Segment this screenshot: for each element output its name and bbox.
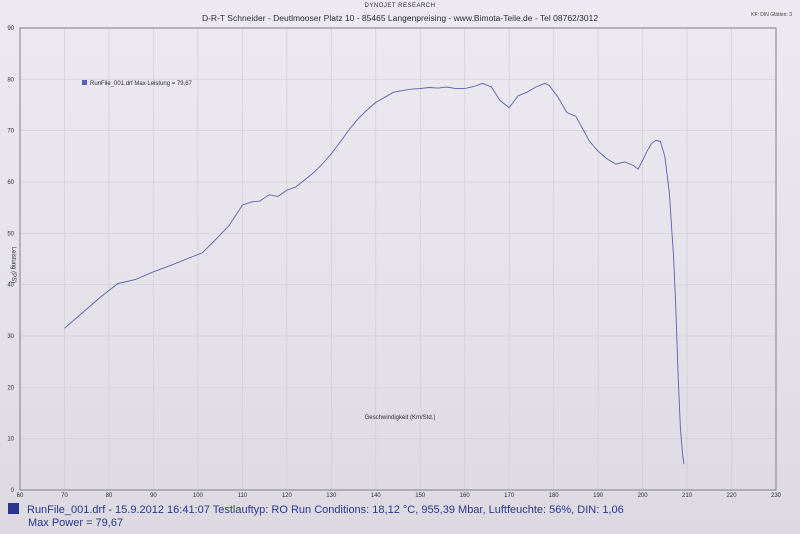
- plot-border: [19, 27, 777, 491]
- x-tick-label: 210: [682, 493, 693, 499]
- y-tick-label: 60: [7, 180, 14, 186]
- y-axis-label: Leistung (PS): [10, 247, 16, 283]
- y-tick-label: 0: [11, 488, 15, 494]
- y-tick-label: 10: [7, 437, 14, 443]
- run-info-line: RunFile_001.drf - 15.9.2012 16:41:07 Tes…: [8, 503, 624, 516]
- series-line-max-leistung: [64, 82, 685, 465]
- y-tick-label: 20: [7, 385, 14, 391]
- run-footer: RunFile_001.drf - 15.9.2012 16:41:07 Tes…: [0, 500, 800, 534]
- x-tick-label: 140: [371, 493, 382, 499]
- x-tick-label: 60: [17, 493, 24, 499]
- x-tick-label: 90: [150, 493, 157, 499]
- x-axis-label: Geschwindigkeit (Km/Std.): [365, 415, 436, 421]
- x-tick-label: 150: [415, 493, 426, 499]
- x-tick-labels: 60 70 80 90 100 110 120 130 140 150 160 170 180 190 20…: [17, 493, 782, 499]
- settings-corner-note: KF: DIN Glätten: 3: [751, 12, 792, 18]
- x-tick-label: 100: [193, 493, 204, 499]
- x-tick-label: 110: [238, 493, 248, 499]
- x-tick-label: 200: [638, 493, 649, 499]
- x-tick-label: 180: [549, 493, 560, 499]
- y-tick-label: 90: [7, 26, 14, 32]
- x-tick-label: 130: [326, 493, 337, 499]
- company-address-header: D-R-T Schneider - Deutlmooser Platz 10 -…: [201, 13, 599, 23]
- y-tick-label: 70: [7, 129, 14, 135]
- y-tick-label: 50: [7, 231, 14, 237]
- y-tick-labels: 0 10 20 30 40 50 60 70 80 90: [7, 26, 14, 494]
- max-power-line: Max Power = 79,67: [28, 517, 124, 529]
- x-tick-label: 160: [460, 493, 471, 499]
- research-header: DYNOJET RESEARCH: [364, 3, 436, 9]
- run-marker-icon: [8, 503, 19, 514]
- run-info-text: RunFile_001.drf - 15.9.2012 16:41:07 Tes…: [27, 504, 624, 516]
- x-tick-label: 80: [106, 493, 113, 499]
- x-tick-label: 120: [282, 493, 293, 499]
- x-tick-label: 230: [771, 493, 782, 499]
- legend-label: RunFile_001.drf Max Leistung = 79,67: [90, 81, 193, 87]
- y-tick-label: 80: [7, 77, 14, 83]
- y-tick-label: 30: [7, 334, 14, 340]
- legend-swatch: [82, 80, 87, 85]
- x-tick-label: 70: [61, 493, 68, 499]
- y-tick-label: 40: [7, 283, 14, 289]
- legend: RunFile_001.drf Max Leistung = 79,67: [82, 80, 193, 87]
- x-tick-label: 220: [727, 493, 738, 499]
- x-tick-label: 190: [593, 493, 604, 499]
- x-tick-label: 170: [504, 493, 515, 499]
